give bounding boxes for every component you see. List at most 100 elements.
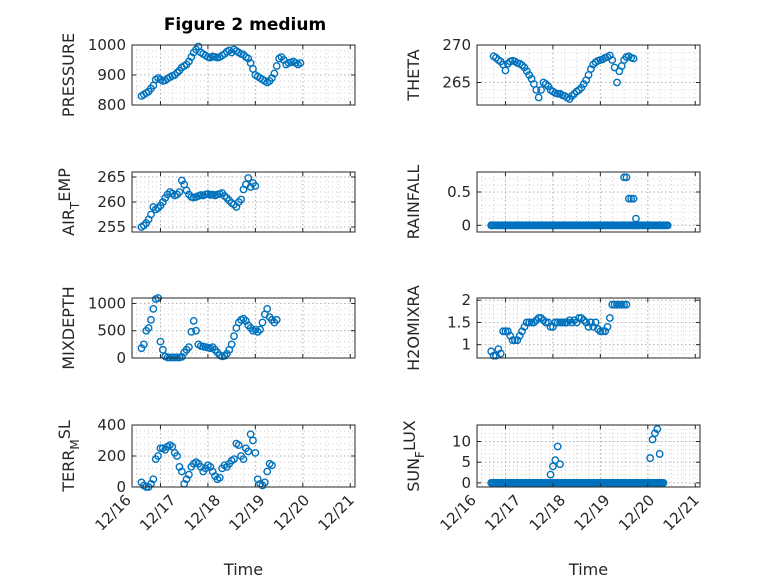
data-point (268, 461, 276, 470)
data-point (234, 441, 243, 450)
y-tick-label: 265 (442, 74, 471, 92)
data-point (551, 456, 560, 465)
plot-area (476, 44, 701, 106)
data-point (537, 86, 545, 94)
data-point (577, 314, 586, 322)
series-markers (489, 51, 638, 103)
y-axis-label: TERRMSL (55, 420, 82, 493)
data-point (185, 343, 193, 351)
y-label-subscript: F (413, 451, 427, 458)
data-point (158, 198, 167, 206)
series-markers (137, 174, 260, 231)
data-point (610, 300, 619, 309)
x-tick-label: 12/21 (315, 491, 358, 534)
data-point (154, 452, 162, 460)
data-point (149, 305, 158, 313)
data-point (541, 318, 550, 327)
y-label-main: AIR (59, 209, 78, 236)
y-tick-label: 255 (97, 218, 126, 236)
axes-air_temp: 255 260 265 AIRTEMP (55, 168, 356, 236)
data-point (591, 318, 600, 327)
x-tick-label: 12/16 (437, 491, 480, 534)
data-point (185, 470, 193, 479)
data-point (182, 186, 191, 195)
data-point (532, 86, 541, 94)
data-point (598, 327, 607, 336)
data-point (156, 337, 165, 346)
y-tick-label: 1 (461, 336, 471, 354)
data-point (139, 340, 148, 349)
data-point (137, 344, 146, 353)
data-point (239, 455, 248, 463)
data-point (272, 315, 281, 324)
axes-terr_msl: 0 200 400 12/16 12/17 12/18 12/19 12/20 12/21 TER… (55, 416, 358, 579)
data-point (558, 318, 567, 327)
data-point (177, 176, 186, 185)
x-tick-label: 12/20 (270, 491, 313, 534)
data-point (147, 210, 155, 219)
y-tick-label: 0 (461, 216, 471, 234)
y-tick-label: 10 (452, 433, 471, 451)
data-point (272, 62, 281, 70)
y-tick-label: 900 (97, 66, 126, 84)
data-point (244, 174, 253, 182)
y-tick-label: 5 (461, 453, 471, 471)
data-point (222, 349, 231, 358)
data-point (537, 314, 545, 322)
x-tick-label: 12/17 (136, 491, 179, 534)
x-tick-label: 12/20 (615, 491, 658, 534)
data-point (508, 336, 517, 345)
data-point (615, 300, 624, 309)
y-tick-label: 260 (97, 193, 126, 211)
data-point (230, 332, 238, 341)
data-point (541, 80, 550, 88)
y-axis-label: SUNFLUX (400, 420, 427, 492)
data-point (589, 60, 598, 69)
series-markers (487, 425, 668, 487)
data-point (215, 473, 224, 482)
data-point (158, 345, 167, 354)
y-axis-label: H2OMIXRA (404, 285, 423, 371)
series-markers (487, 300, 631, 360)
data-point (251, 182, 260, 190)
data-point (655, 450, 664, 458)
y-tick-label: 800 (97, 96, 126, 114)
x-tick-label: 12/21 (660, 491, 703, 534)
y-label-subscript: T (68, 201, 82, 210)
data-point (168, 353, 177, 362)
x-axis-label: Time (568, 560, 608, 579)
data-point (567, 318, 576, 327)
data-point (173, 353, 181, 362)
data-point (296, 59, 305, 67)
data-point (610, 63, 619, 72)
data-point (534, 93, 543, 102)
data-point (501, 66, 510, 75)
data-point (270, 69, 279, 78)
data-point (501, 327, 510, 336)
data-point (632, 214, 640, 223)
data-point (149, 475, 158, 484)
y-tick-label: 0 (116, 349, 126, 367)
data-point (496, 349, 505, 358)
y-tick-label: 0 (461, 474, 471, 492)
data-point (256, 325, 265, 334)
data-point (525, 318, 534, 327)
data-point (170, 353, 179, 362)
data-point (227, 340, 236, 349)
data-point (646, 454, 655, 462)
y-tick-label: 270 (442, 36, 471, 54)
data-point (499, 327, 507, 336)
y-tick-label: 0.5 (447, 183, 471, 201)
data-point (156, 444, 165, 453)
data-point (653, 425, 662, 434)
data-point (546, 470, 555, 479)
y-tick-label: 500 (97, 322, 126, 340)
data-point (629, 194, 638, 203)
data-point (187, 327, 196, 336)
data-point (263, 467, 272, 476)
data-point (518, 61, 526, 70)
data-point (563, 318, 572, 327)
data-point (251, 448, 260, 457)
data-point (166, 353, 174, 362)
